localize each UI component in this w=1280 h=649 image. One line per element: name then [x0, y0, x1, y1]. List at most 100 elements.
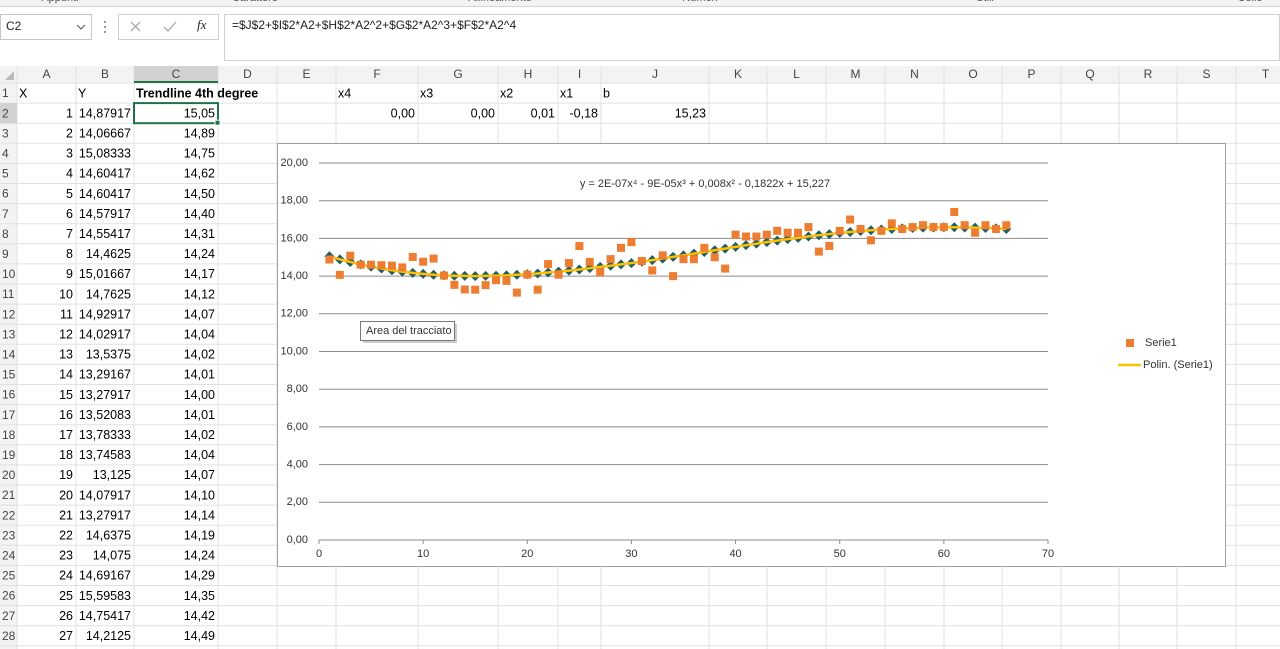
point[interactable]: [1002, 221, 1011, 230]
cell-text[interactable]: x1: [560, 86, 573, 100]
point[interactable]: [346, 251, 355, 260]
row-header[interactable]: 1: [2, 86, 9, 100]
fill-handle[interactable]: [214, 119, 221, 126]
point[interactable]: [575, 242, 584, 251]
point[interactable]: [814, 247, 823, 256]
row-header[interactable]: 24: [2, 549, 16, 563]
point[interactable]: [731, 230, 740, 239]
point[interactable]: [523, 270, 532, 279]
cell-text[interactable]: 6: [66, 207, 73, 221]
point[interactable]: [512, 288, 521, 297]
cell-text[interactable]: 13,74583: [79, 448, 131, 462]
cell-text[interactable]: 14,19: [184, 529, 215, 543]
cell-text[interactable]: 14,75: [184, 147, 215, 161]
cell-text[interactable]: b: [603, 86, 610, 100]
point[interactable]: [898, 224, 907, 233]
cell-text[interactable]: 14,60417: [79, 167, 131, 181]
row-header[interactable]: 3: [2, 126, 9, 140]
point[interactable]: [606, 255, 615, 264]
cell-text[interactable]: 7: [66, 227, 73, 241]
cell-text[interactable]: x4: [338, 86, 351, 100]
cell-text[interactable]: 14,07: [184, 307, 215, 321]
cell-text[interactable]: 26: [59, 609, 73, 623]
cell-text[interactable]: 14,07917: [79, 488, 131, 502]
cell-text[interactable]: X: [19, 86, 28, 100]
point[interactable]: [919, 221, 928, 230]
enter-button[interactable]: [163, 21, 177, 32]
cancel-button[interactable]: [130, 21, 141, 32]
cell-text[interactable]: 13,27917: [79, 508, 131, 522]
cell-text[interactable]: Trendline 4th degree: [136, 86, 258, 100]
cell-text[interactable]: 14,12: [184, 287, 215, 301]
cell-text[interactable]: 14,24: [184, 247, 215, 261]
row-header[interactable]: 19: [2, 448, 16, 462]
point[interactable]: [398, 263, 407, 272]
point[interactable]: [585, 257, 594, 266]
cell-text[interactable]: 14,01: [184, 408, 215, 422]
cell-text[interactable]: 14,92917: [79, 307, 131, 321]
cell-text[interactable]: 15,08333: [79, 147, 131, 161]
cell-text[interactable]: Y: [78, 86, 87, 100]
point[interactable]: [887, 219, 896, 228]
cell-text[interactable]: 14,01: [184, 368, 215, 382]
point[interactable]: [710, 253, 719, 262]
point[interactable]: [825, 241, 834, 250]
point[interactable]: [846, 215, 855, 224]
cell-text[interactable]: 14,50: [184, 187, 215, 201]
row-header[interactable]: 23: [2, 528, 16, 542]
point[interactable]: [554, 270, 563, 279]
cell-text[interactable]: 14,10: [184, 488, 215, 502]
cell-text[interactable]: 14,40: [184, 207, 215, 221]
cell-text[interactable]: 17: [59, 428, 73, 442]
cell-text[interactable]: 14: [59, 368, 73, 382]
cell-text[interactable]: 14,87917: [79, 106, 131, 120]
point[interactable]: [804, 223, 813, 232]
cell-text[interactable]: 14,14: [184, 508, 215, 522]
column-header[interactable]: C: [172, 67, 181, 81]
cell-text[interactable]: 14,75417: [79, 609, 131, 623]
point[interactable]: [700, 243, 709, 252]
point[interactable]: [439, 271, 448, 280]
row-header[interactable]: 6: [2, 187, 9, 201]
column-header[interactable]: A: [42, 67, 50, 81]
point[interactable]: [533, 285, 542, 294]
point[interactable]: [367, 260, 376, 269]
cell-text[interactable]: 8: [66, 247, 73, 261]
cell-text[interactable]: 4: [66, 167, 73, 181]
point[interactable]: [450, 280, 459, 289]
row-header[interactable]: 20: [2, 468, 16, 482]
point[interactable]: [596, 268, 605, 277]
cell-text[interactable]: 13,27917: [79, 388, 131, 402]
insert-function-button[interactable]: fx: [197, 17, 207, 32]
cell-text[interactable]: 0,01: [531, 106, 555, 120]
cell-text[interactable]: 14,02: [184, 428, 215, 442]
cell-text[interactable]: 14,24: [184, 549, 215, 563]
column-header[interactable]: G: [453, 67, 462, 81]
row-header[interactable]: 11: [2, 287, 15, 301]
column-header[interactable]: E: [302, 67, 310, 81]
cell-text[interactable]: 13,29167: [79, 368, 131, 382]
row-header[interactable]: 10: [2, 267, 16, 281]
cell-text[interactable]: 20: [59, 488, 73, 502]
row-header[interactable]: 8: [2, 227, 9, 241]
column-header[interactable]: J: [652, 67, 658, 81]
point[interactable]: [471, 285, 480, 294]
point[interactable]: [356, 260, 365, 269]
point[interactable]: [658, 251, 667, 260]
point[interactable]: [939, 223, 948, 232]
cell-text[interactable]: 13,125: [93, 468, 131, 482]
point[interactable]: [950, 208, 959, 217]
point[interactable]: [981, 221, 990, 230]
point[interactable]: [377, 261, 386, 270]
cell-text[interactable]: 3: [66, 147, 73, 161]
cell-text[interactable]: 10: [59, 287, 73, 301]
cell-text[interactable]: 14,62: [184, 167, 215, 181]
point[interactable]: [908, 223, 917, 232]
point[interactable]: [325, 255, 334, 264]
point[interactable]: [929, 223, 938, 232]
row-header[interactable]: 16: [2, 388, 16, 402]
cell-text[interactable]: 2: [66, 127, 73, 141]
point[interactable]: [835, 226, 844, 235]
cell-text[interactable]: 5: [66, 187, 73, 201]
point[interactable]: [648, 266, 657, 275]
